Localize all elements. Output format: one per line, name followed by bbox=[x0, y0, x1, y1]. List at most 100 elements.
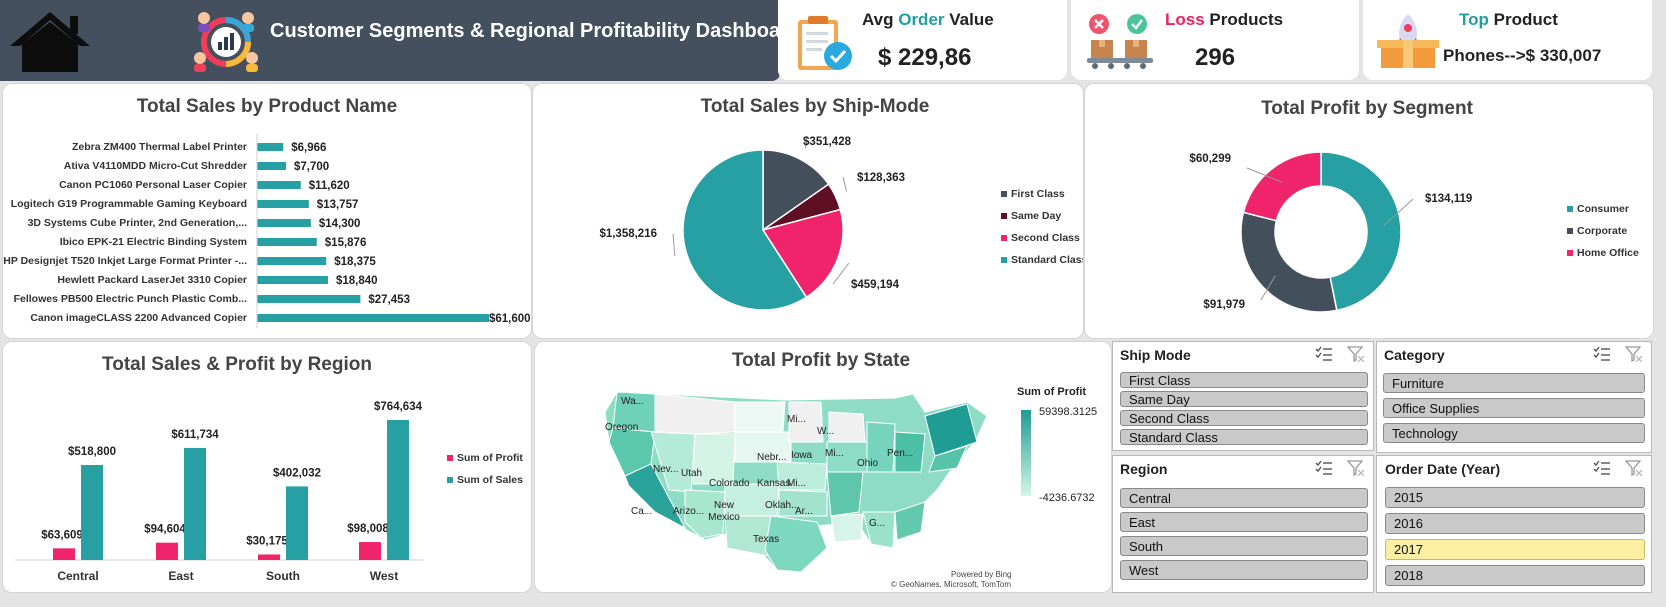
multi-select-icon[interactable] bbox=[1315, 346, 1333, 362]
product-bar[interactable] bbox=[257, 219, 311, 227]
product-bar[interactable] bbox=[257, 162, 286, 170]
pie-data-label: $459,194 bbox=[851, 279, 900, 291]
legend-label: First Class bbox=[1011, 188, 1065, 200]
product-bar[interactable] bbox=[257, 276, 328, 284]
slicer-item-west[interactable]: West bbox=[1120, 560, 1368, 580]
us-state-map bbox=[604, 391, 988, 573]
pie-slice[interactable] bbox=[1320, 151, 1402, 312]
product-bar[interactable] bbox=[257, 143, 284, 151]
region-bar-label: $98,008 bbox=[347, 523, 389, 535]
state-label: Mi... bbox=[787, 478, 806, 489]
slicer-item-central[interactable]: Central bbox=[1120, 488, 1368, 508]
region-bar-label: $518,800 bbox=[68, 446, 116, 458]
multi-select-icon[interactable] bbox=[1315, 460, 1333, 476]
multi-select-icon[interactable] bbox=[1593, 460, 1611, 476]
chart-title: Total Sales by Ship-Mode bbox=[700, 96, 930, 117]
region-bar[interactable] bbox=[359, 542, 381, 560]
product-category-label: HP Designjet T520 Inkjet Large Format Pr… bbox=[3, 255, 247, 267]
slicer-item-office-supplies[interactable]: Office Supplies bbox=[1383, 398, 1645, 418]
state-label: Mi... bbox=[825, 448, 844, 459]
clear-filter-icon[interactable] bbox=[1625, 460, 1643, 476]
slicer-item-furniture[interactable]: Furniture bbox=[1383, 373, 1645, 393]
product-bar[interactable] bbox=[257, 181, 301, 189]
region-category-label: East bbox=[168, 569, 193, 583]
state-label: Ohio bbox=[857, 458, 879, 469]
region-bar[interactable] bbox=[184, 447, 206, 560]
product-bar[interactable] bbox=[257, 295, 361, 303]
product-bar-label: $18,375 bbox=[334, 256, 376, 268]
region-bar[interactable] bbox=[286, 486, 308, 560]
legend-swatch bbox=[1001, 213, 1007, 219]
product-bar[interactable] bbox=[257, 257, 327, 265]
map-legend-min: -4236.6732 bbox=[1039, 492, 1095, 504]
legend-label: Sum of Profit bbox=[457, 452, 523, 464]
product-category-label: Fellowes PB500 Electric Punch Plastic Co… bbox=[14, 293, 247, 305]
legend-swatch bbox=[1567, 206, 1573, 212]
kpi-avg-order-value-text: $ 229,86 bbox=[878, 44, 972, 71]
region-bar[interactable] bbox=[156, 542, 178, 560]
region-bar-label: $402,032 bbox=[273, 467, 321, 479]
state-label: Arizo... bbox=[673, 506, 705, 517]
slicer-item-2016[interactable]: 2016 bbox=[1385, 513, 1645, 534]
clear-filter-icon[interactable] bbox=[1625, 346, 1643, 362]
region-bar-label: $764,634 bbox=[374, 401, 423, 413]
slicer-item-south[interactable]: South bbox=[1120, 536, 1368, 556]
legend-label: Home Office bbox=[1577, 247, 1639, 259]
legend-label: Standard Class bbox=[1011, 254, 1084, 266]
legend-label: Corporate bbox=[1577, 225, 1627, 237]
pie-slice[interactable] bbox=[1242, 151, 1322, 222]
product-bar[interactable] bbox=[257, 200, 309, 208]
pie-leader-line bbox=[842, 176, 847, 192]
legend-swatch bbox=[447, 455, 453, 461]
product-bar-label: $18,840 bbox=[336, 275, 378, 287]
kpi-loss-products-value: 296 bbox=[1195, 44, 1236, 71]
region-bar[interactable] bbox=[53, 548, 75, 560]
kpi-loss-products: Loss Products 296 bbox=[1071, 0, 1359, 80]
slicer-item-same-day[interactable]: Same Day bbox=[1120, 391, 1368, 407]
pie-slice[interactable] bbox=[762, 149, 830, 232]
slicer-item-second-class[interactable]: Second Class bbox=[1120, 410, 1368, 426]
slicer-item-first-class[interactable]: First Class bbox=[1120, 372, 1368, 388]
clear-filter-icon[interactable] bbox=[1347, 346, 1365, 362]
slicer-item-2018[interactable]: 2018 bbox=[1385, 565, 1645, 586]
kpi-avg-order-value: Avg Order Value $ 229,86 bbox=[778, 0, 1067, 80]
product-bar-label: $27,453 bbox=[368, 294, 410, 306]
pie-slice[interactable] bbox=[761, 208, 844, 299]
legend-swatch bbox=[1001, 191, 1007, 197]
region-bar-label: $30,175 bbox=[246, 535, 288, 547]
region-category-label: Central bbox=[57, 569, 98, 583]
slicer-item-2017[interactable]: 2017 bbox=[1385, 539, 1645, 560]
state-label: Mi... bbox=[787, 414, 806, 425]
pie-leader-line bbox=[1246, 167, 1283, 183]
home-icon[interactable] bbox=[8, 8, 92, 74]
slicer-item-standard-class[interactable]: Standard Class bbox=[1120, 429, 1368, 445]
state-label: Ca... bbox=[631, 506, 653, 517]
pie-leader-line bbox=[832, 262, 850, 285]
chart-title: Total Sales & Profit by Region bbox=[102, 354, 372, 375]
region-bar-label: $611,734 bbox=[171, 429, 219, 441]
region-bar[interactable] bbox=[258, 554, 280, 560]
slicer-item-technology[interactable]: Technology bbox=[1383, 423, 1645, 443]
pie-leader-line bbox=[672, 233, 676, 257]
pie-slice[interactable] bbox=[682, 149, 808, 311]
product-category-label: Hewlett Packard LaserJet 3310 Copier bbox=[57, 274, 247, 286]
slicer-order-date-year: Order Date (Year) 2015 2016 2017 2018 bbox=[1376, 455, 1652, 593]
product-bar[interactable] bbox=[257, 238, 317, 246]
multi-select-icon[interactable] bbox=[1593, 346, 1611, 362]
region-bar[interactable] bbox=[81, 465, 103, 560]
region-bar[interactable] bbox=[387, 420, 409, 560]
state-label: Wa... bbox=[621, 396, 644, 407]
dashboard-title: Customer Segments & Regional Profitabili… bbox=[270, 20, 801, 42]
product-bar-label: $7,700 bbox=[294, 161, 329, 173]
slicer-item-east[interactable]: East bbox=[1120, 512, 1368, 532]
product-category-label: 3D Systems Cube Printer, 2nd Generation,… bbox=[28, 217, 247, 229]
product-bar-label: $11,620 bbox=[309, 180, 350, 192]
kpi-loss-title-post: Products bbox=[1204, 10, 1284, 29]
clear-filter-icon[interactable] bbox=[1347, 460, 1365, 476]
region-bar-label: $63,609 bbox=[41, 529, 83, 541]
product-bar[interactable] bbox=[257, 314, 489, 322]
segments-chart-icon bbox=[194, 12, 258, 72]
slicer-item-2015[interactable]: 2015 bbox=[1385, 487, 1645, 508]
shipmode-pie-chart: $351,428 $128,363 $459,194 $1,358,216 First … bbox=[599, 136, 1084, 311]
pie-slice[interactable] bbox=[1240, 211, 1338, 313]
